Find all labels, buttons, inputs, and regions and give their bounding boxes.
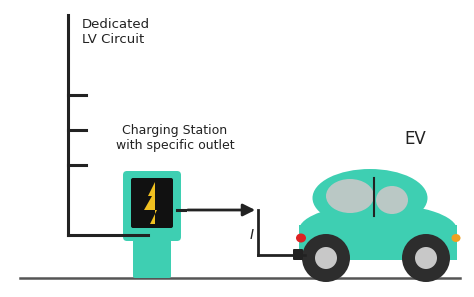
Circle shape: [415, 247, 437, 269]
Ellipse shape: [326, 179, 374, 213]
Text: Dedicated
LV Circuit: Dedicated LV Circuit: [82, 18, 150, 46]
Ellipse shape: [452, 234, 461, 242]
FancyBboxPatch shape: [133, 230, 171, 278]
Circle shape: [402, 234, 450, 282]
Text: I: I: [250, 228, 254, 242]
Ellipse shape: [299, 204, 457, 256]
Polygon shape: [144, 182, 157, 224]
Ellipse shape: [376, 186, 408, 214]
Ellipse shape: [296, 233, 306, 242]
Ellipse shape: [312, 169, 428, 227]
FancyBboxPatch shape: [131, 178, 173, 228]
Text: Charging Station
with specific outlet: Charging Station with specific outlet: [116, 124, 234, 152]
FancyBboxPatch shape: [293, 249, 303, 260]
Circle shape: [302, 234, 350, 282]
FancyBboxPatch shape: [123, 171, 181, 241]
Bar: [299, 225, 457, 260]
Text: EV: EV: [404, 130, 426, 148]
Circle shape: [315, 247, 337, 269]
